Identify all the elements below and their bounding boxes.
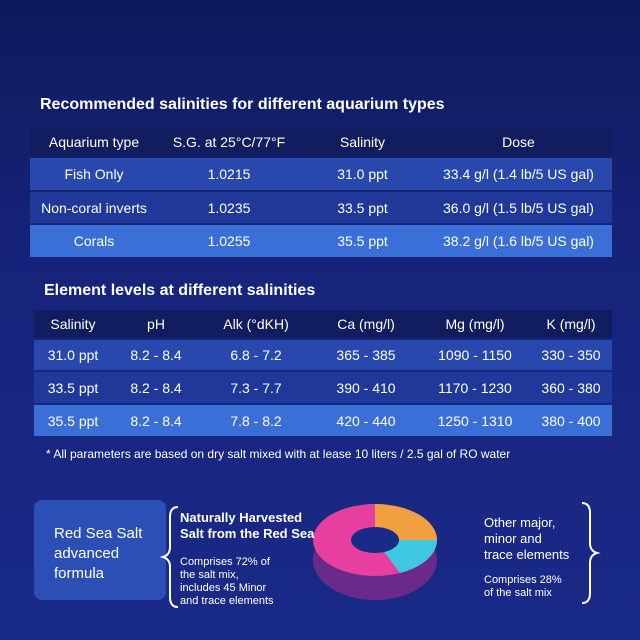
table-cell: 36.0 g/l (1.5 lb/5 US gal): [443, 199, 594, 216]
table-cell: 7.8 - 8.2: [230, 412, 282, 429]
table-cell: 31.0 ppt: [47, 347, 99, 363]
table-cell: 330 - 350: [541, 347, 601, 363]
table-cell: 7.3 - 7.7: [230, 379, 282, 396]
brace: [581, 502, 601, 604]
header-cell: S.G. at 25°C/77°F: [172, 134, 286, 150]
table-cell: 380 - 400: [541, 412, 601, 429]
text-line: includes 45 Minor: [180, 582, 267, 594]
right-detail: Comprises 28% of the salt mix: [484, 574, 562, 600]
table-cell: Fish Only: [64, 166, 124, 182]
left-detail: Comprises 72% of the salt mix, includes 45…: [180, 556, 274, 608]
table-row: [30, 158, 612, 190]
table-row: [30, 192, 612, 223]
header-cell: Salinity: [339, 134, 386, 150]
table-cell: 1.0255: [207, 233, 251, 249]
header-cell: Mg (mg/l): [445, 316, 505, 332]
table-cell: 365 - 385: [336, 347, 396, 363]
footnote: * All parameters are based on dry salt m…: [46, 447, 511, 461]
table-row: [34, 340, 612, 370]
text-line: Other major,: [484, 515, 556, 530]
table-title: Element levels at different salinities: [44, 282, 316, 299]
table-cell: 8.2 - 8.4: [130, 412, 182, 429]
table-cell: 8.2 - 8.4: [130, 347, 182, 363]
table-title: Recommended salinities for different aqu…: [40, 96, 445, 113]
text-line: advanced: [54, 545, 120, 562]
table-cell: Corals: [73, 233, 115, 249]
table-cell: 33.4 g/l (1.4 lb/5 US gal): [443, 166, 594, 182]
text-line: Salt from the Red Sea: [180, 526, 315, 541]
table-cell: 38.2 g/l (1.6 lb/5 US gal): [443, 233, 594, 249]
formula-box: [34, 500, 166, 600]
table-row: [34, 372, 612, 403]
left-heading: Naturally Harvested Salt from the Red Sea: [180, 510, 314, 542]
right-heading: Other major, minor and trace elements: [484, 515, 569, 563]
table-header: [34, 310, 612, 338]
header-cell: pH: [147, 316, 165, 332]
brace: [159, 506, 179, 608]
table-cell: 1090 - 1150: [438, 347, 512, 363]
table-cell: 1.0215: [207, 166, 251, 182]
text-line: of the salt mix: [484, 587, 552, 599]
text-line: formula: [54, 565, 105, 582]
header-cell: K (mg/l): [546, 316, 596, 332]
table-cell: 6.8 - 7.2: [230, 347, 282, 363]
text-line: Red Sea Salt: [54, 525, 143, 542]
text-line: minor and: [484, 531, 542, 546]
table-row: [30, 225, 612, 257]
table-cell: 35.5 ppt: [337, 233, 388, 249]
header-cell: Dose: [502, 134, 535, 150]
table-cell: 1250 - 1310: [437, 412, 513, 429]
header-cell: Salinity: [50, 316, 96, 332]
table-cell: 8.2 - 8.4: [130, 379, 182, 396]
text-line: Comprises 28%: [484, 574, 562, 586]
table-cell: 1.0235: [207, 199, 251, 216]
text-line: Naturally Harvested: [180, 510, 303, 525]
table-row: [34, 405, 612, 436]
table-cell: 1170 - 1230: [438, 379, 512, 396]
table-cell: 420 - 440: [336, 412, 396, 429]
table-cell: 31.0 ppt: [337, 166, 388, 182]
donut-hole: [351, 527, 399, 553]
table-cell: 360 - 380: [541, 379, 601, 396]
text-line: Comprises 72% of: [180, 556, 270, 568]
text-line: and trace elements: [180, 595, 274, 607]
header-cell: Ca (mg/l): [337, 316, 395, 332]
table-header: [30, 128, 612, 156]
text-line: trace elements: [484, 547, 570, 562]
table-cell: Non-coral inverts: [41, 199, 147, 216]
header-cell: Alk (°dKH): [223, 316, 289, 332]
table-cell: 33.5 ppt: [47, 379, 99, 396]
table-cell: 390 - 410: [336, 379, 396, 396]
table-cell: 33.5 ppt: [337, 199, 388, 216]
text-line: the salt mix,: [180, 569, 239, 581]
table-cell: 35.5 ppt: [47, 412, 99, 429]
formula-label: Red Sea Salt advanced formula: [54, 524, 142, 584]
header-cell: Aquarium type: [48, 134, 140, 150]
